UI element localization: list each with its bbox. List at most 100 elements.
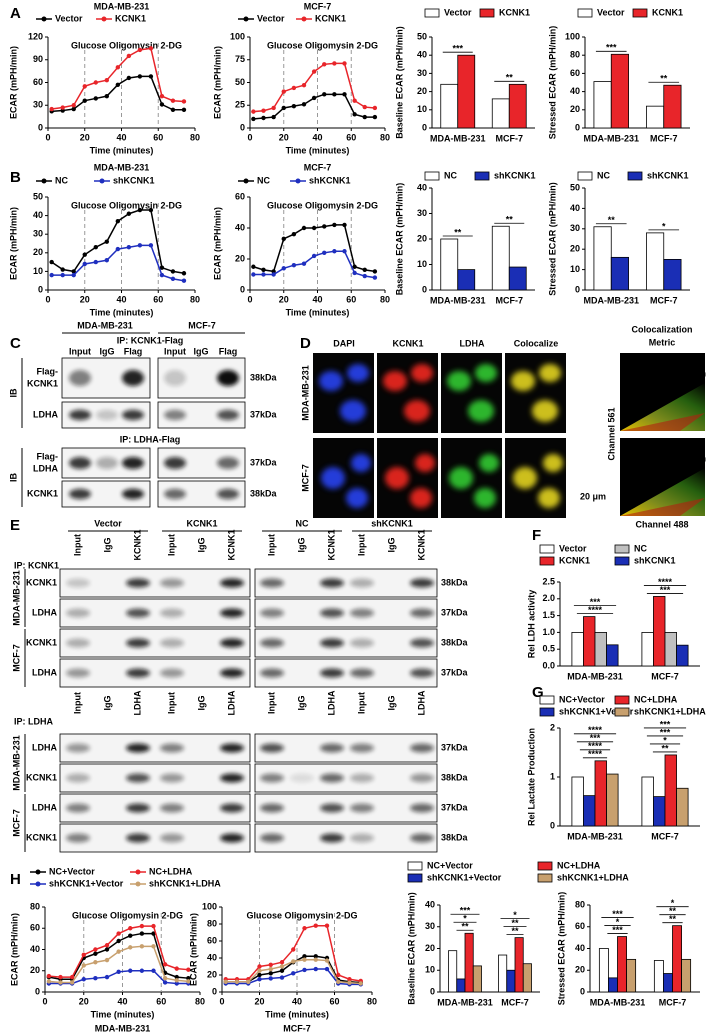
y-axis-label: Baseline ECAR (mPH/min) xyxy=(394,183,404,296)
x-tick-label: MCF-7 xyxy=(501,997,529,1007)
legend-label: shKCNK1 xyxy=(113,175,155,185)
data-point xyxy=(268,962,273,967)
panel-label: D xyxy=(300,335,311,352)
blot-band xyxy=(69,370,91,386)
y-tick-label: 20 xyxy=(570,244,580,254)
y-tick-label: 20 xyxy=(575,965,585,975)
bar xyxy=(664,632,677,667)
data-point xyxy=(128,968,133,973)
coloc-cloud-red xyxy=(620,498,705,516)
y-axis-label: Stressed ECAR (mPH/min) xyxy=(547,26,557,140)
blot-band xyxy=(220,803,244,813)
cell-signal xyxy=(539,364,561,382)
blot-frame xyxy=(254,658,438,688)
size-label: 38kDa xyxy=(250,488,278,498)
x-tick-label: 40 xyxy=(312,132,322,142)
cell-signal xyxy=(347,364,369,382)
bar xyxy=(440,83,459,129)
cell-signal xyxy=(511,371,535,391)
data-point xyxy=(82,252,87,257)
data-point xyxy=(93,947,98,952)
x-tick-label: MDA-MB-231 xyxy=(430,133,486,143)
data-point xyxy=(347,977,352,982)
data-point xyxy=(93,245,98,250)
ip-label: IP: KCNK1 xyxy=(14,560,59,570)
label: Metric xyxy=(649,337,676,347)
blot-band xyxy=(126,668,150,678)
data-point xyxy=(281,89,286,94)
significance: **** xyxy=(588,725,603,735)
label: Colocalization xyxy=(631,324,692,334)
row-label: LDHA xyxy=(33,463,58,473)
y-tick-label: 20 xyxy=(235,253,245,263)
data-point xyxy=(170,269,176,274)
data-point xyxy=(336,979,341,984)
blot-band xyxy=(217,457,239,469)
data-point xyxy=(104,947,110,952)
data-point xyxy=(251,109,256,114)
y-axis-label: ECAR (mPH/min) xyxy=(212,46,222,119)
cell-signal xyxy=(351,454,371,472)
blot-band xyxy=(350,608,374,618)
data-point xyxy=(115,82,121,87)
x-tick-label: 40 xyxy=(292,996,302,1006)
significance: ** xyxy=(506,73,514,83)
label: Vector xyxy=(94,518,122,528)
data-point xyxy=(93,80,98,85)
lane-label: IgG xyxy=(196,538,206,553)
significance: ** xyxy=(461,922,469,932)
legend-swatch xyxy=(614,544,630,554)
y-tick-label: 75 xyxy=(235,54,245,64)
data-point xyxy=(301,83,307,88)
cell-line-label: MCF-7 xyxy=(11,809,21,837)
significance: ** xyxy=(511,926,519,936)
metric-label: Correlation xyxy=(658,453,706,463)
y-tick-label: 0 xyxy=(240,122,245,132)
data-point xyxy=(71,272,76,278)
data-point xyxy=(104,258,110,263)
blot-band xyxy=(160,743,184,753)
significance: *** xyxy=(606,43,617,53)
data-point xyxy=(159,93,165,99)
x-tick-label: 60 xyxy=(156,996,166,1006)
legend-swatch xyxy=(539,707,555,717)
data-point xyxy=(60,105,65,110)
legend-label: NC+LDHA xyxy=(149,866,193,876)
size-label: 37kDa xyxy=(441,802,469,812)
data-point xyxy=(181,99,187,104)
data-point xyxy=(372,105,378,111)
significance: *** xyxy=(590,733,601,743)
micrograph xyxy=(313,353,374,433)
data-point xyxy=(60,272,65,278)
data-point xyxy=(186,979,191,984)
blot-band xyxy=(410,773,434,783)
y-tick-label: 60 xyxy=(33,77,43,87)
blot-band xyxy=(160,668,184,678)
data-point xyxy=(342,61,347,66)
significance: *** xyxy=(660,719,671,729)
bar xyxy=(594,760,607,827)
data-point xyxy=(268,966,273,972)
data-point xyxy=(302,967,307,973)
blot-frame xyxy=(254,568,438,598)
blot-frame xyxy=(59,823,251,853)
lane-label: Input xyxy=(72,692,82,714)
bar xyxy=(610,53,629,129)
significance: *** xyxy=(460,906,471,916)
chart-title: MDA-MB-231 xyxy=(94,162,150,172)
blot-band xyxy=(126,578,150,588)
row-label: LDHA xyxy=(32,667,57,677)
cell-line-label: MDA-MB-231 xyxy=(11,570,21,626)
micrograph xyxy=(505,353,566,433)
blot-band xyxy=(260,743,284,753)
cell-signal xyxy=(468,400,494,422)
x-axis-label: Time (minutes) xyxy=(265,1009,329,1019)
blot-band xyxy=(350,638,374,648)
y-tick-label: 0 xyxy=(430,986,435,996)
blot-band xyxy=(164,457,186,469)
bar xyxy=(672,925,682,993)
cell-signal xyxy=(383,371,407,391)
x-tick-label: MDA-MB-231 xyxy=(430,295,486,305)
significance: * xyxy=(671,898,675,908)
